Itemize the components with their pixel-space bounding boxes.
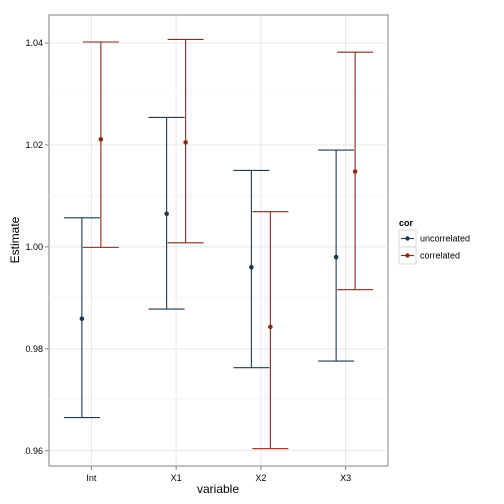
legend-key-point	[405, 253, 410, 258]
point-correlated-X2	[268, 324, 273, 330]
legend: cor uncorrelated correlated	[398, 218, 470, 265]
x-tick-label: X3	[340, 473, 351, 483]
legend-label-uncorrelated: uncorrelated	[420, 234, 470, 244]
legend-key-point	[405, 236, 410, 241]
y-tick-label: 0.96	[25, 446, 43, 456]
x-tick-label: X2	[255, 473, 266, 483]
minor-gridlines	[49, 93, 388, 401]
point-uncorrelated-X2	[249, 264, 254, 270]
y-axis-title: Estimate	[8, 216, 22, 263]
point-correlated-X1	[183, 140, 188, 145]
point-uncorrelated-Int	[79, 316, 85, 322]
x-tick-label: Int	[86, 473, 97, 483]
chart-marks	[63, 38, 374, 450]
y-axis: 0.96 0.98 1.00 1.02 1.04	[25, 38, 49, 456]
y-tick-label: 1.02	[25, 140, 43, 150]
x-tick-label: X1	[171, 473, 182, 483]
y-tick-label: 1.00	[25, 242, 43, 252]
legend-title: cor	[399, 218, 414, 228]
point-correlated-X3	[352, 169, 358, 174]
x-axis: Int X1 X2 X3	[86, 466, 351, 483]
plot-panel	[48, 14, 389, 467]
legend-label-correlated: correlated	[420, 251, 460, 261]
point-correlated-Int	[98, 137, 104, 142]
point-uncorrelated-X3	[333, 254, 339, 260]
major-gridlines	[49, 15, 388, 466]
y-tick-label: 0.98	[25, 344, 43, 354]
y-tick-label: 1.04	[25, 38, 43, 48]
point-uncorrelated-X1	[164, 211, 169, 217]
x-axis-title: variable	[197, 482, 239, 496]
